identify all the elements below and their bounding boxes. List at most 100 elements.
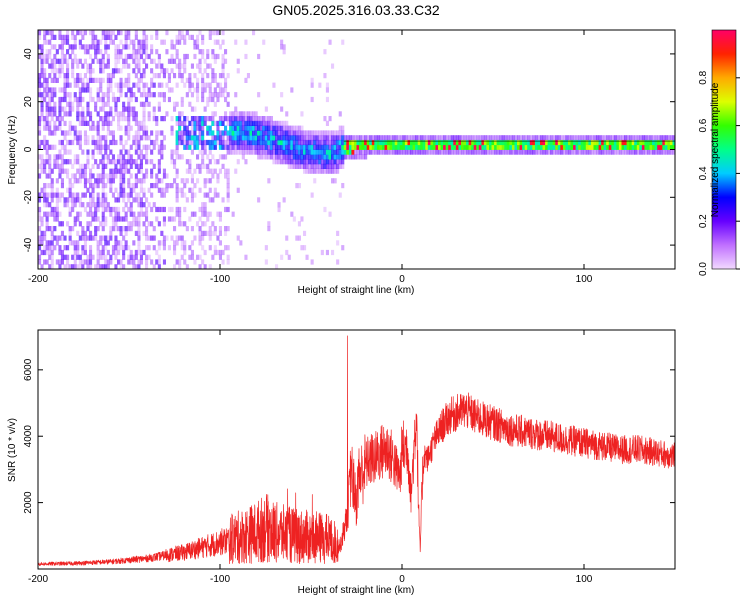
spectrogram-cell: [667, 149, 671, 155]
spectrogram-cell: [175, 130, 179, 136]
spectrogram-cell: [420, 135, 424, 141]
spectrogram-cell: [162, 259, 166, 265]
spectrogram-cell: [664, 139, 668, 146]
spectrogram-cell: [193, 120, 197, 126]
spectrogram-cell: [76, 63, 80, 69]
spectrogram-cell: [104, 206, 108, 213]
spectrogram-cell: [218, 226, 222, 232]
spectrogram-cell: [89, 92, 93, 98]
spectrogram-cell: [208, 168, 212, 174]
spectrogram-cell: [119, 92, 123, 98]
spectrogram-cell: [285, 125, 289, 131]
spectrogram-cell: [142, 87, 146, 93]
spectrogram-cell: [96, 49, 100, 55]
spectrogram-cell: [389, 139, 393, 146]
spectrogram-cell: [114, 168, 118, 174]
spectrogram-cell: [290, 135, 294, 141]
spectrogram-cell: [45, 144, 49, 150]
spectrogram-cell: [562, 135, 566, 141]
spectrogram-cell: [201, 221, 205, 227]
spectrogram-cell: [117, 192, 121, 198]
spectrogram-cell: [147, 53, 151, 60]
spectrogram-cell: [60, 116, 64, 122]
spectrogram-cell: [264, 144, 268, 150]
spectrogram-cell: [63, 254, 67, 260]
spectrogram-cell: [86, 254, 90, 260]
spectrogram-cell: [162, 235, 166, 241]
spectrogram-cell: [226, 120, 230, 126]
spectrogram-cell: [213, 87, 217, 93]
spectrogram-cell: [320, 130, 324, 136]
spectrogram-cell: [537, 144, 541, 150]
spectrogram-cell: [501, 149, 505, 155]
spectrogram-cell: [185, 77, 189, 83]
spectrogram-cell: [71, 163, 75, 169]
spectrogram-cell: [277, 159, 281, 165]
spectrogram-cell: [201, 92, 205, 98]
spectrogram-cell: [262, 135, 266, 141]
spectrogram-cell: [81, 149, 85, 155]
spectrogram-cell: [104, 235, 108, 241]
spectrogram-cell: [407, 144, 411, 150]
spectrogram-cell: [124, 125, 128, 131]
spectrogram-cell: [132, 82, 136, 88]
spectrogram-cell: [257, 197, 261, 203]
spectrogram-cell: [629, 144, 633, 150]
spectrogram-cell: [331, 159, 335, 165]
spectrogram-cell: [73, 197, 77, 203]
spectrogram-cell: [213, 77, 217, 83]
spectrogram-cell: [101, 92, 105, 98]
spectrogram-x-tick-label: 0: [399, 274, 405, 285]
spectrogram-cell: [137, 226, 141, 232]
spectrogram-cell: [361, 144, 365, 150]
spectrogram-cell: [264, 125, 268, 131]
spectrogram-cell: [81, 235, 85, 241]
spectrogram-cell: [129, 154, 133, 160]
spectrogram-cell: [379, 139, 383, 146]
spectrogram-cell: [297, 183, 301, 189]
spectrogram-cell: [183, 120, 187, 126]
spectrogram-cell: [547, 139, 551, 146]
spectrogram-cell: [96, 120, 100, 126]
spectrogram-cell: [104, 135, 108, 141]
spectrogram-cell: [308, 144, 312, 150]
spectrogram-cell: [206, 216, 210, 222]
spectrogram-cell: [134, 254, 138, 260]
spectrogram-cell: [224, 245, 228, 251]
spectrogram-cell: [170, 235, 174, 241]
spectrogram-cell: [78, 30, 82, 36]
spectrogram-cell: [38, 254, 42, 260]
spectrogram-cell: [297, 163, 301, 169]
spectrogram-cell: [101, 192, 105, 198]
spectrogram-cell: [106, 77, 110, 83]
spectrogram-cell: [659, 149, 663, 155]
spectrogram-cell: [310, 168, 314, 174]
spectrogram-cell: [40, 168, 44, 174]
spectrogram-cell: [142, 44, 146, 50]
spectrogram-cell: [127, 77, 131, 83]
spectrogram-cell: [104, 30, 108, 36]
spectrogram-cell: [486, 144, 490, 150]
spectrogram-cell: [463, 149, 467, 155]
spectrogram-cell: [555, 144, 559, 150]
spectrogram-cell: [152, 111, 156, 117]
spectrogram-cell: [137, 63, 141, 69]
spectrogram-cell: [137, 211, 141, 217]
spectrogram-cell: [91, 254, 95, 260]
spectrogram-cell: [458, 135, 462, 141]
spectrogram-cell: [246, 120, 250, 126]
spectrogram-cell: [193, 139, 197, 146]
spectrogram-cell: [155, 116, 159, 122]
spectrogram-cell: [81, 173, 85, 179]
spectrogram-cell: [119, 259, 123, 265]
spectrogram-cell: [606, 149, 610, 155]
spectrogram-cell: [320, 149, 324, 155]
spectrogram-cell: [229, 111, 233, 117]
spectrogram-cell: [308, 168, 312, 174]
spectrogram-cell: [203, 206, 207, 213]
spectrogram-cell: [101, 245, 105, 251]
spectrogram-cell: [211, 49, 215, 55]
spectrogram-cell: [524, 149, 528, 155]
spectrogram-cell: [254, 144, 258, 150]
spectrogram-cell: [180, 101, 184, 107]
